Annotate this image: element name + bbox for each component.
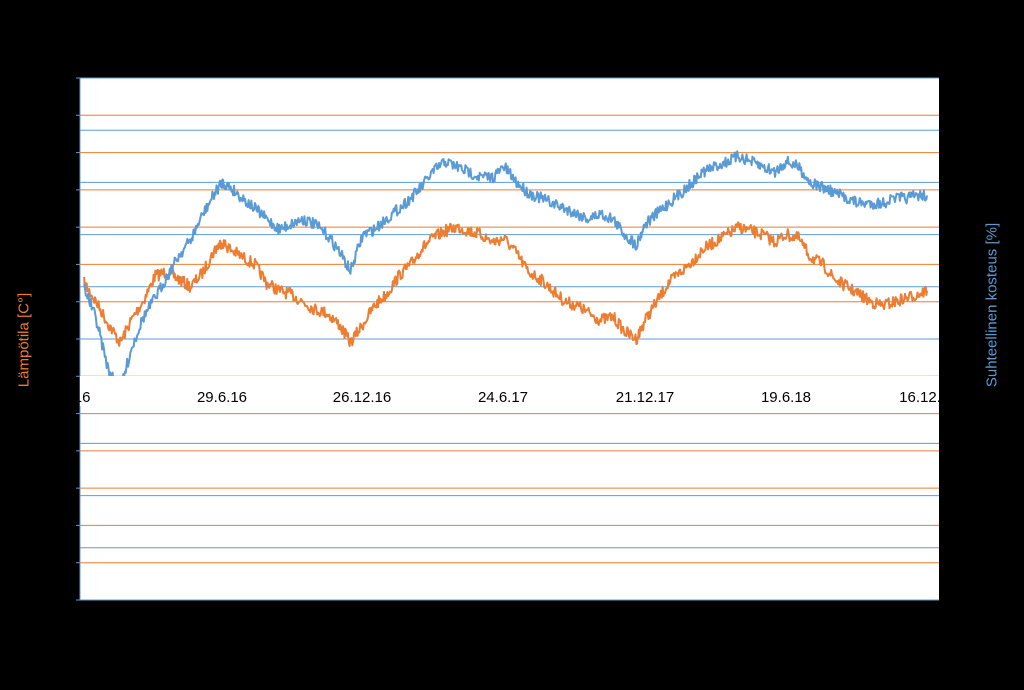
- series-line-temperature: [83, 221, 928, 348]
- series-line-humidity: [83, 150, 928, 397]
- axis-ticks: [76, 77, 81, 601]
- x-tick-label: .16: [70, 389, 91, 406]
- x-tick-label: 29.6.16: [197, 389, 247, 406]
- x-tick-label: 16.12.: [899, 389, 941, 406]
- x-axis-tick-labels: .16 29.6.16 26.12.16 24.6.17 21.12.17 19.6.18…: [70, 389, 941, 406]
- x-tick-label: 21.12.17: [616, 389, 674, 406]
- series-lines: [83, 150, 928, 397]
- x-tick-label: 24.6.17: [478, 389, 528, 406]
- x-tick-label: 19.6.18: [761, 389, 811, 406]
- x-tick-label: 26.12.16: [333, 389, 391, 406]
- y-axis-label-right: Suhteellinen kosteus [%]: [983, 222, 1001, 388]
- y-axis-label-left: Lämpötila [C°]: [15, 292, 33, 388]
- x-axis-label-band: [80, 376, 939, 406]
